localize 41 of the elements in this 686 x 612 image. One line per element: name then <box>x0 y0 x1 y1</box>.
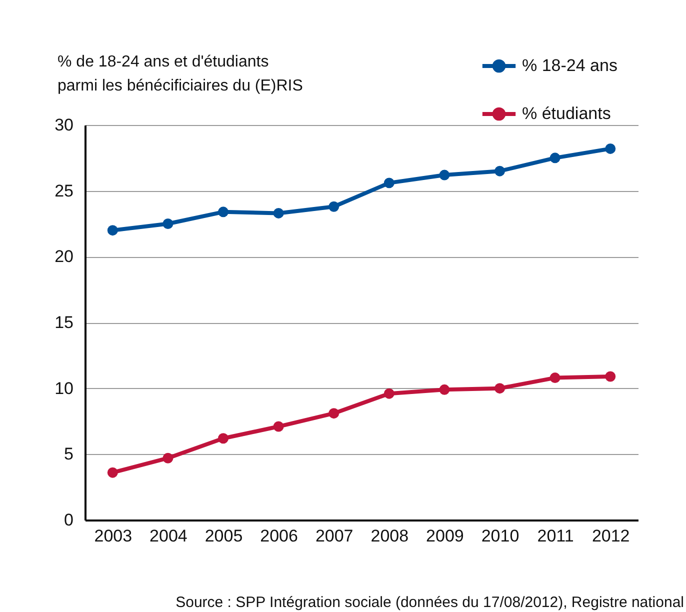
x-tick-label: 2003 <box>94 526 132 546</box>
point <box>218 206 228 218</box>
y-tick-label: 30 <box>54 116 74 134</box>
y-tick-label: 0 <box>64 510 74 530</box>
point <box>384 388 394 399</box>
x-tick-label: 2008 <box>370 526 409 546</box>
point <box>605 371 616 382</box>
point <box>494 166 505 176</box>
y-tick-label: 25 <box>54 181 74 200</box>
x-tick-label: 2012 <box>592 526 630 546</box>
point <box>605 143 616 154</box>
source-note: Source : SPP Intégration sociale (données du 17/08/2012), Registre national <box>176 594 684 611</box>
y-tick-label: 10 <box>54 378 74 398</box>
point <box>107 467 118 478</box>
point <box>439 170 450 180</box>
y-tick-label: 5 <box>64 444 74 464</box>
point <box>328 408 340 419</box>
point <box>273 208 284 218</box>
x-tick-label: 2006 <box>260 526 298 546</box>
point <box>162 218 174 229</box>
point <box>107 225 118 236</box>
x-tick-label: 2007 <box>315 526 354 546</box>
x-tick-label: 2010 <box>481 526 520 546</box>
y-axis-title: % de 18-24 ans et d'étudiants parmi les bénécificiaires du (E)RIS <box>58 54 303 94</box>
x-tick-label: 2011 <box>537 526 574 546</box>
point <box>384 178 394 188</box>
x-tick-label: 2005 <box>204 526 243 546</box>
point <box>218 433 228 444</box>
y-tick-label: 20 <box>54 247 74 266</box>
y-tick-label: 15 <box>54 313 74 332</box>
legend-label: % étudiants <box>522 104 611 123</box>
x-tick-label: 2004 <box>150 526 188 546</box>
point <box>550 372 560 384</box>
point <box>494 383 505 394</box>
point <box>328 201 340 212</box>
point <box>162 452 174 464</box>
x-tick-label: 2009 <box>426 526 464 546</box>
legend-label: % 18-24 ans <box>522 56 618 75</box>
point <box>273 421 284 432</box>
point <box>550 152 560 164</box>
point <box>439 384 450 395</box>
